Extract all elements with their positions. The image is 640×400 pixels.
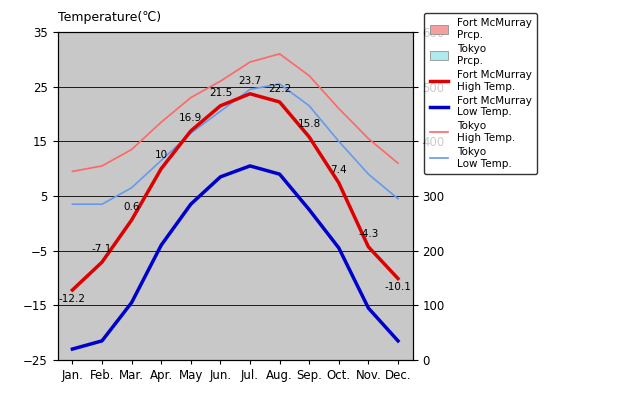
Bar — [72, 360, 82, 400]
Text: -10.1: -10.1 — [385, 282, 412, 292]
Bar — [181, 360, 191, 400]
Bar — [63, 360, 72, 400]
Text: 0.6: 0.6 — [124, 202, 140, 212]
Bar — [250, 360, 259, 400]
Bar — [211, 360, 220, 400]
Bar — [330, 360, 339, 400]
Text: 10: 10 — [155, 150, 168, 160]
Bar — [191, 360, 200, 400]
Text: 21.5: 21.5 — [209, 88, 232, 98]
Text: 16.9: 16.9 — [179, 113, 202, 123]
Bar — [388, 360, 398, 400]
Text: Temperature(℃): Temperature(℃) — [58, 11, 161, 24]
Text: -12.2: -12.2 — [59, 294, 86, 304]
Bar — [220, 360, 230, 400]
Bar — [398, 360, 408, 400]
Bar — [359, 360, 369, 400]
Text: 22.2: 22.2 — [268, 84, 291, 94]
Bar — [102, 360, 111, 400]
Bar — [339, 360, 348, 389]
Bar — [270, 360, 280, 400]
Text: 7.4: 7.4 — [330, 165, 347, 175]
Bar — [241, 360, 250, 400]
Bar — [132, 360, 141, 400]
Legend: Fort McMurray
Prcp., Tokyo
Prcp., Fort McMurray
High Temp., Fort McMurray
Low Te: Fort McMurray Prcp., Tokyo Prcp., Fort M… — [424, 13, 537, 174]
Text: 23.7: 23.7 — [238, 76, 262, 86]
Bar — [152, 360, 161, 400]
Text: -4.3: -4.3 — [358, 229, 379, 239]
Bar — [369, 360, 378, 400]
Bar — [122, 360, 132, 400]
Bar — [300, 360, 309, 400]
Bar — [280, 360, 289, 400]
Bar — [161, 360, 171, 400]
Text: 15.8: 15.8 — [298, 119, 321, 129]
Text: -7.1: -7.1 — [92, 244, 112, 254]
Bar — [309, 360, 319, 382]
Bar — [93, 360, 102, 400]
